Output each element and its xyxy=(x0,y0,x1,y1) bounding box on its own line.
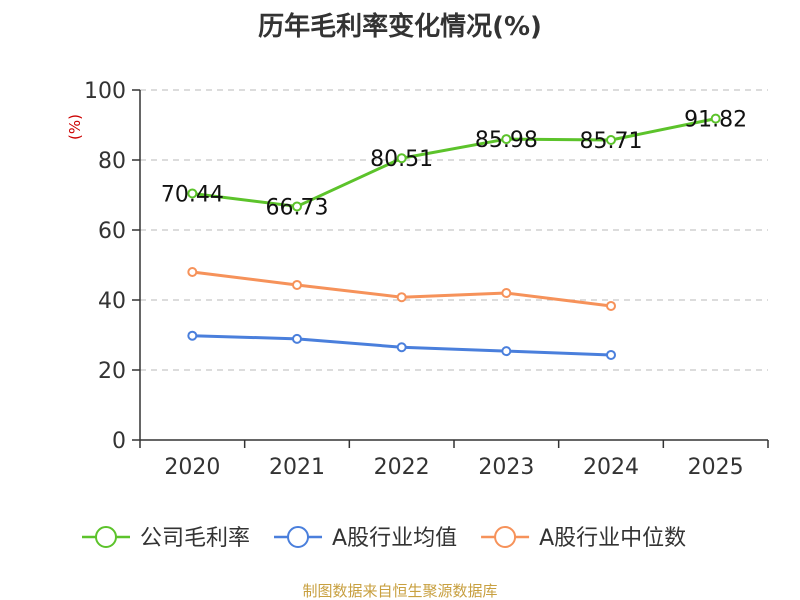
series-2-point-2024 xyxy=(606,300,616,311)
data-label-2025: 91.82 xyxy=(684,108,747,133)
x-tick-label-2022: 2022 xyxy=(374,455,430,480)
legend-marker-1 xyxy=(287,526,310,548)
chart-title: 历年毛利率变化情况(%) xyxy=(258,11,542,42)
series-1-point-2022 xyxy=(396,342,407,353)
series-2-point-2023 xyxy=(501,288,512,298)
series-1-point-2020 xyxy=(187,330,198,341)
axes: 0 20 40 60 80 100 2020 2021 2022 2023 2024 2025 xyxy=(84,79,769,480)
series-1-point-2021 xyxy=(292,333,302,344)
y-tick-label-60: 60 xyxy=(98,219,126,244)
legend-item-2: A股行业中位数 xyxy=(481,526,686,551)
series-layer xyxy=(187,113,721,360)
y-unit-label: (%) xyxy=(66,114,84,140)
series-0-point-2024 xyxy=(606,135,616,146)
data-label-2023: 85.98 xyxy=(475,128,538,153)
series-0-point-2021 xyxy=(292,201,302,212)
legend: 公司毛利率 A股行业均值 A股行业中位数 xyxy=(82,526,686,551)
y-tick-label-40: 40 xyxy=(98,289,126,314)
x-tick-label-2024: 2024 xyxy=(583,455,639,480)
legend-marker-0 xyxy=(95,526,117,548)
data-label-2022: 80.51 xyxy=(370,147,433,172)
legend-label-0: 公司毛利率 xyxy=(140,526,250,551)
legend-item-1: A股行业均值 xyxy=(274,526,457,551)
x-tick-label-2021: 2021 xyxy=(269,455,325,480)
y-tick-label-100: 100 xyxy=(84,79,126,104)
series-0-point-2020 xyxy=(187,188,198,199)
series-2-point-2022 xyxy=(396,292,407,303)
data-labels: 70.44 66.73 80.51 85.98 85.71 91.82 xyxy=(161,108,747,221)
series-0-point-2025 xyxy=(710,113,721,124)
series-line-0 xyxy=(192,117,716,208)
data-label-2024: 85.71 xyxy=(580,129,643,154)
y-tick-label-0: 0 xyxy=(112,429,126,454)
grid xyxy=(140,89,768,371)
series-2-point-2021 xyxy=(292,279,302,290)
legend-item-0: 公司毛利率 xyxy=(82,526,250,551)
y-tick-label-80: 80 xyxy=(98,149,126,174)
legend-label-2: A股行业中位数 xyxy=(539,526,686,551)
y-tick-label-20: 20 xyxy=(98,359,126,384)
series-1-point-2024 xyxy=(606,349,616,360)
series-0-point-2022 xyxy=(396,153,407,164)
legend-label-1: A股行业均值 xyxy=(332,526,457,551)
source-note: 制图数据来自恒生聚源数据库 xyxy=(302,582,497,600)
legend-marker-2 xyxy=(494,526,517,548)
series-2-point-2020 xyxy=(187,267,198,277)
data-label-2020: 70.44 xyxy=(161,182,224,207)
series-0-point-2023 xyxy=(501,134,512,145)
x-tick-label-2020: 2020 xyxy=(164,455,220,480)
x-tick-label-2025: 2025 xyxy=(688,455,744,480)
x-tick-label-2023: 2023 xyxy=(478,455,534,480)
data-label-2021: 66.73 xyxy=(266,195,329,220)
series-1-point-2023 xyxy=(501,346,512,357)
